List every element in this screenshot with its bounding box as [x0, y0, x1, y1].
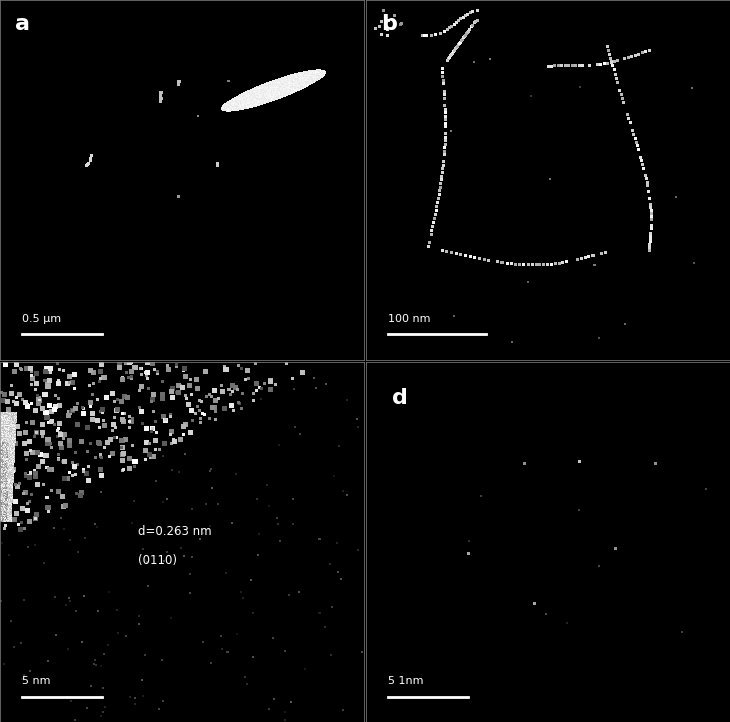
Text: 5 nm: 5 nm — [22, 676, 50, 686]
Text: a: a — [15, 14, 29, 35]
Text: d=0.263 nm: d=0.263 nm — [138, 525, 212, 538]
Text: 0.5 μm: 0.5 μm — [22, 313, 61, 323]
Text: (0110): (0110) — [138, 554, 177, 567]
Text: b: b — [381, 14, 397, 35]
Text: d: d — [392, 388, 408, 408]
Text: 100 nm: 100 nm — [388, 313, 431, 323]
Text: 5 1nm: 5 1nm — [388, 676, 424, 686]
